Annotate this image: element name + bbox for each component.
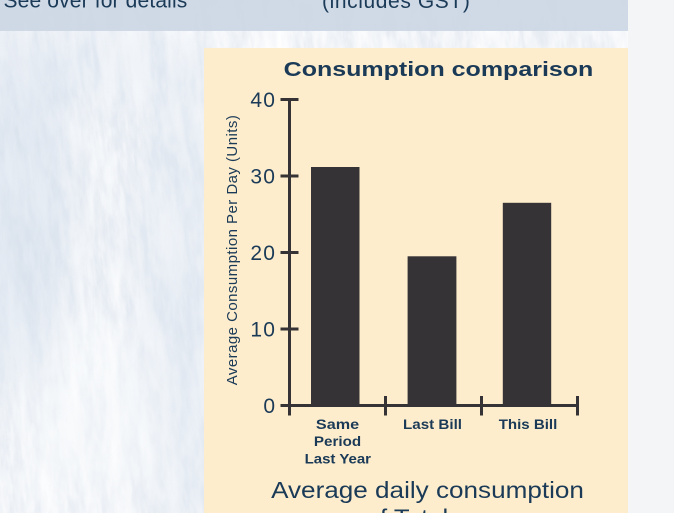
svg-text:(includes GST): (includes GST) xyxy=(322,0,470,13)
svg-text:This Bill: This Bill xyxy=(499,418,558,433)
svg-text:Last Year: Last Year xyxy=(305,452,372,467)
svg-text:10: 10 xyxy=(250,319,276,342)
svg-text:30: 30 xyxy=(250,166,276,189)
svg-text:Average daily consumption: Average daily consumption xyxy=(271,478,584,503)
svg-text:Period: Period xyxy=(314,435,361,450)
svg-text:Last Bill: Last Bill xyxy=(403,418,462,433)
svg-text:See over for details: See over for details xyxy=(4,0,188,13)
svg-text:Average Consumption Per Day (U: Average Consumption Per Day (Units) xyxy=(224,115,241,386)
svg-text:40: 40 xyxy=(250,89,276,112)
svg-text:Same: Same xyxy=(316,418,359,432)
svg-text:of Total: of Total xyxy=(366,506,449,513)
svg-text:20: 20 xyxy=(250,242,276,265)
svg-text:0: 0 xyxy=(263,395,276,418)
svg-text:Consumption comparison: Consumption comparison xyxy=(284,58,594,80)
